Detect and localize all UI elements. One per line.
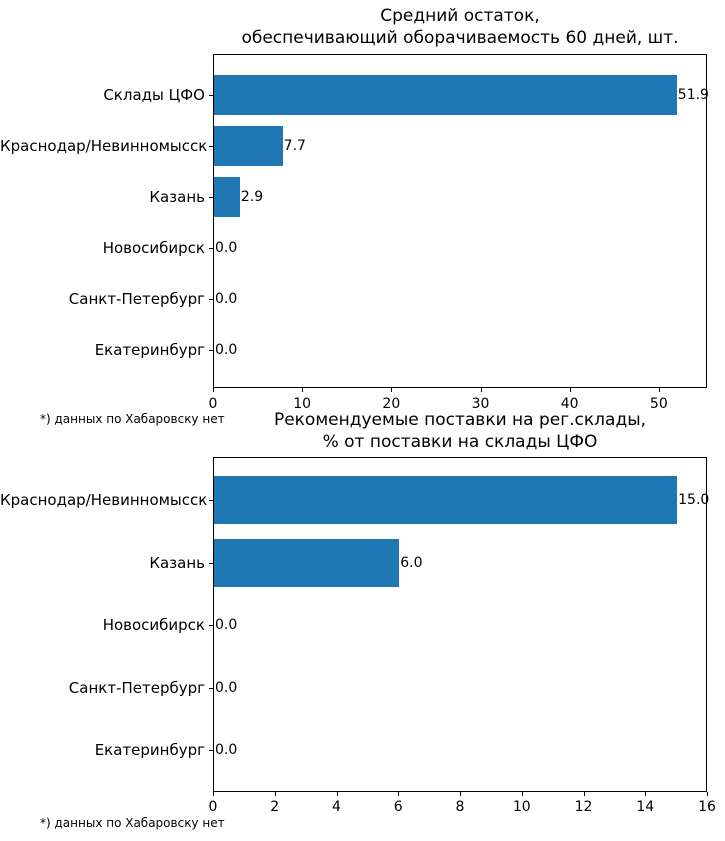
- chart-title: Рекомендуемые поставки на рег.склады, % …: [213, 409, 707, 453]
- bar: [214, 476, 678, 524]
- x-tick-label: 2: [270, 799, 280, 815]
- bar-value-label: 0.0: [215, 291, 238, 307]
- x-tick-label: 4: [332, 799, 341, 815]
- bar-value-label: 51.9: [677, 87, 709, 103]
- bar: [214, 75, 677, 115]
- x-tick-label: 8: [455, 799, 465, 815]
- y-tick: [209, 197, 213, 198]
- x-tick-label: 0: [208, 799, 218, 815]
- plot-area: [213, 54, 707, 388]
- x-tick-label: 30: [471, 396, 490, 412]
- bar: [214, 538, 400, 587]
- x-tick: [707, 792, 708, 796]
- bar: [214, 177, 240, 217]
- y-tick: [209, 562, 213, 564]
- category-label: Краснодар/Невинномысск: [0, 491, 208, 509]
- bar-value-label: 6.0: [400, 554, 423, 571]
- category-label: Казань: [149, 553, 205, 572]
- bar-value-label: 2.9: [240, 189, 264, 205]
- category-label: Екатеринбург: [94, 341, 205, 359]
- y-tick: [209, 95, 213, 96]
- x-tick-label: 12: [574, 799, 593, 815]
- x-tick: [569, 388, 571, 392]
- category-label: Новосибирск: [102, 616, 205, 634]
- x-tick: [480, 388, 482, 392]
- x-tick: [583, 792, 585, 796]
- chart-title-line-1: Рекомендуемые поставки на рег.склады,: [273, 410, 647, 430]
- footnote-khabarovsk: *) данных по Хабаровску нет: [40, 412, 225, 426]
- x-tick-label: 50: [649, 396, 668, 412]
- y-tick: [209, 500, 213, 501]
- x-tick: [213, 792, 214, 796]
- y-tick: [209, 350, 213, 351]
- x-tick: [336, 792, 338, 796]
- y-tick: [209, 625, 213, 626]
- category-label: Новосибирск: [102, 239, 205, 257]
- x-tick: [213, 388, 214, 392]
- bar-value-label: 0.0: [215, 240, 238, 256]
- x-tick: [658, 388, 660, 392]
- bar-value-label: 0.0: [215, 742, 238, 758]
- x-tick: [302, 388, 304, 392]
- footnote-khabarovsk: *) данных по Хабаровску нет: [40, 816, 225, 830]
- x-tick-label: 16: [698, 799, 716, 815]
- x-tick-label: 6: [393, 799, 403, 815]
- category-label: Санкт-Петербург: [68, 678, 205, 697]
- chart-title-line-2: обеспечивающий оборачиваемость 60 дней, …: [241, 28, 679, 48]
- x-tick: [391, 388, 393, 392]
- x-tick-label: 0: [208, 396, 218, 412]
- category-label: Казань: [149, 188, 205, 206]
- category-label: Склады ЦФО: [103, 86, 205, 104]
- bar-value-label: 15.0: [678, 492, 710, 508]
- x-tick-label: 14: [636, 799, 655, 815]
- bar-value-label: 0.0: [215, 617, 238, 633]
- bar-value-label: 0.0: [215, 342, 238, 358]
- category-label: Екатеринбург: [94, 741, 205, 759]
- chart-title-line-1: Средний остаток,: [380, 6, 540, 26]
- x-tick: [645, 792, 647, 796]
- y-tick: [209, 750, 213, 751]
- x-tick: [521, 792, 523, 796]
- bar: [214, 126, 283, 166]
- x-tick: [274, 792, 276, 796]
- y-tick: [209, 146, 213, 147]
- bar-value-label: 7.7: [283, 138, 306, 154]
- chart-title: Средний остаток, обеспечивающий оборачив…: [213, 5, 707, 49]
- chart-title-line-2: % от поставки на склады ЦФО: [322, 432, 598, 452]
- x-tick-label: 10: [512, 799, 531, 815]
- x-tick: [460, 792, 461, 796]
- category-label: Краснодар/Невинномысск: [0, 137, 208, 155]
- y-tick: [209, 248, 213, 249]
- x-tick: [398, 792, 400, 796]
- x-tick-label: 10: [293, 396, 312, 412]
- plot-area: [213, 457, 707, 792]
- y-tick: [209, 687, 213, 689]
- x-tick-label: 20: [382, 396, 401, 412]
- bar-value-label: 0.0: [215, 679, 238, 696]
- x-tick-label: 40: [560, 396, 579, 412]
- y-tick: [209, 299, 213, 300]
- category-label: Санкт-Петербург: [68, 290, 205, 308]
